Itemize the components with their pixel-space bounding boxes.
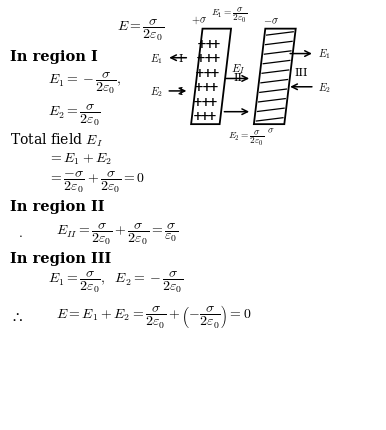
Text: In region I: In region I xyxy=(10,49,98,64)
Text: $= E_1 + E_2$: $= E_1 + E_2$ xyxy=(48,151,112,166)
Polygon shape xyxy=(191,30,231,125)
Text: $E_1 = \dfrac{\sigma}{2\varepsilon_0}$: $E_1 = \dfrac{\sigma}{2\varepsilon_0}$ xyxy=(211,5,247,25)
Text: +: + xyxy=(192,110,202,123)
Text: +: + xyxy=(203,67,212,80)
Text: +: + xyxy=(208,95,218,108)
Text: In region III: In region III xyxy=(10,251,112,265)
Text: $+\sigma$: $+\sigma$ xyxy=(191,15,208,26)
Text: I: I xyxy=(179,87,183,97)
Text: +: + xyxy=(202,81,212,94)
Text: $E_1$: $E_1$ xyxy=(150,52,163,65)
Text: $E_1$: $E_1$ xyxy=(318,48,331,61)
Text: +: + xyxy=(197,37,207,51)
Text: $\cdot$: $\cdot$ xyxy=(18,226,23,240)
Text: $E_2 = \dfrac{\sigma}{2\varepsilon_0}$: $E_2 = \dfrac{\sigma}{2\varepsilon_0}$ xyxy=(228,128,264,147)
Text: II: II xyxy=(234,73,242,83)
Text: $E = E_1 + E_2 = \dfrac{\sigma}{2\varepsilon_0} + \left(-\dfrac{\sigma}{2\vareps: $E = E_1 + E_2 = \dfrac{\sigma}{2\vareps… xyxy=(56,303,251,330)
Text: +: + xyxy=(194,81,204,94)
Text: $= \dfrac{-\sigma}{2\varepsilon_0} + \dfrac{\sigma}{2\varepsilon_0} = 0$: $= \dfrac{-\sigma}{2\varepsilon_0} + \df… xyxy=(48,169,146,194)
Text: +: + xyxy=(195,67,205,80)
Text: +: + xyxy=(193,95,203,108)
Text: In region II: In region II xyxy=(10,200,105,213)
Text: $-\sigma$: $-\sigma$ xyxy=(263,17,279,26)
Polygon shape xyxy=(254,30,296,125)
Text: +: + xyxy=(208,81,218,94)
Text: $\therefore$: $\therefore$ xyxy=(10,309,24,323)
Text: +: + xyxy=(196,52,206,65)
Text: I: I xyxy=(179,54,183,64)
Text: $E_2$: $E_2$ xyxy=(150,85,163,98)
Text: $E_1 = \dfrac{\sigma}{2\varepsilon_0},\ \ E_2 = -\dfrac{\sigma}{2\varepsilon_0}$: $E_1 = \dfrac{\sigma}{2\varepsilon_0},\ … xyxy=(48,269,184,294)
Text: +: + xyxy=(204,37,214,51)
Text: +: + xyxy=(210,52,220,65)
Text: $E_1 = -\dfrac{\sigma}{2\varepsilon_0},$: $E_1 = -\dfrac{\sigma}{2\varepsilon_0},$ xyxy=(48,71,122,96)
Text: $\sigma$: $\sigma$ xyxy=(267,126,275,135)
Text: +: + xyxy=(207,110,217,123)
Text: +: + xyxy=(211,37,221,51)
Text: Total field $E_I$: Total field $E_I$ xyxy=(10,132,103,149)
Text: $E_2$: $E_2$ xyxy=(318,81,331,95)
Text: +: + xyxy=(203,52,213,65)
Text: +: + xyxy=(201,95,211,108)
Text: +: + xyxy=(200,110,210,123)
Text: $E_{II} = \dfrac{\sigma}{2\varepsilon_0} + \dfrac{\sigma}{2\varepsilon_0} = \dfr: $E_{II} = \dfrac{\sigma}{2\varepsilon_0}… xyxy=(56,221,179,246)
Text: $E_I$: $E_I$ xyxy=(231,62,245,76)
Text: $E_2 = \dfrac{\sigma}{2\varepsilon_0}$: $E_2 = \dfrac{\sigma}{2\varepsilon_0}$ xyxy=(48,101,101,127)
Text: III: III xyxy=(295,68,308,78)
Text: +: + xyxy=(210,67,219,80)
Text: $E = \dfrac{\sigma}{2\varepsilon_0}$: $E = \dfrac{\sigma}{2\varepsilon_0}$ xyxy=(117,17,164,43)
